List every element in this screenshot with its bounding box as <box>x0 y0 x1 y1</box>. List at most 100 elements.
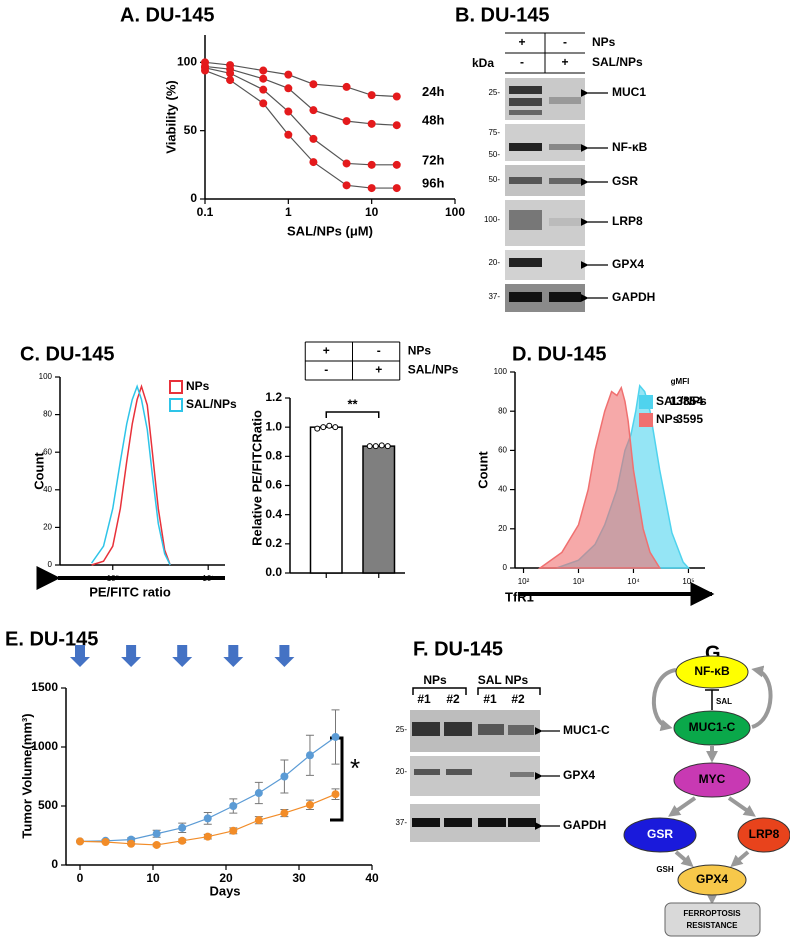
data-point <box>259 66 268 75</box>
data-point <box>284 84 293 93</box>
x-tick-label: 10¹ <box>202 574 214 583</box>
node-label: GPX4 <box>696 872 728 886</box>
legend-label: NPs <box>186 379 210 393</box>
x-axis-label: PE/FITC ratio <box>89 584 171 599</box>
node <box>673 762 751 798</box>
arrows <box>534 727 560 830</box>
data-point <box>226 76 235 85</box>
data-point <box>178 836 187 845</box>
significance: ** <box>347 396 358 411</box>
group-label: SAL NPs <box>478 673 529 687</box>
x-tick-label: 10³ <box>573 577 585 586</box>
y-axis-label: Viability (%) <box>163 80 178 153</box>
data-point <box>367 184 376 193</box>
edge <box>674 850 694 868</box>
data-point <box>152 840 161 849</box>
data-point <box>254 816 263 825</box>
y-axis-label: Count <box>31 452 46 490</box>
lane-label: #2 <box>446 692 460 706</box>
y-tick-label: 0 <box>190 191 197 205</box>
data-point <box>203 814 212 823</box>
x-tick-label: 30 <box>292 871 306 885</box>
table-cell: - <box>324 363 328 377</box>
legend-label: SAL/NPs <box>656 394 707 408</box>
blot-f: F. DU-145 NPs SAL NPs #1 #2 #1 #2 25- 20… <box>395 638 610 842</box>
lane-header: SAL/NPs <box>592 55 643 69</box>
node <box>737 817 790 853</box>
series-line <box>79 736 336 842</box>
x-axis-label: SAL/NPs (μM) <box>287 223 373 238</box>
y-tick-label: 100 <box>39 372 53 381</box>
series-label: 72h <box>422 152 444 167</box>
y-tick-label: 0.0 <box>265 565 282 579</box>
dose-arrow <box>121 645 142 667</box>
dose-arrow <box>70 645 90 667</box>
data-point <box>331 732 340 741</box>
data-point <box>305 800 314 809</box>
data-point <box>259 74 268 83</box>
data-point <box>305 751 314 760</box>
significance-bracket <box>325 411 380 418</box>
y-tick-label: 0.8 <box>265 449 282 463</box>
kda-marker: 37- <box>395 818 407 827</box>
node-label: MYC <box>699 772 726 786</box>
kda-marker: 25- <box>395 725 407 734</box>
node-label: LRP8 <box>749 827 780 841</box>
data-point <box>152 829 161 838</box>
edge <box>727 796 756 817</box>
blot-b: B. DU-145 + - NPs - + SAL/NPs kDa 25- 75… <box>455 4 655 312</box>
node-label: GSR <box>647 827 673 841</box>
annotation: SAL <box>716 697 732 706</box>
node <box>677 864 747 896</box>
kda-marker: 37- <box>488 292 500 301</box>
data-point <box>342 82 351 91</box>
data-point <box>378 442 385 449</box>
protein-label: GAPDH <box>563 818 606 832</box>
data-point <box>226 69 235 78</box>
x-tick-label: 10⁵ <box>682 577 694 586</box>
kda-marker: 100- <box>484 215 500 224</box>
x-tick-label: 0 <box>77 871 84 885</box>
node <box>623 817 697 853</box>
kda-marker: 50- <box>488 175 500 184</box>
data-point <box>392 92 401 101</box>
y-tick-label: 100 <box>494 367 508 376</box>
lane-sign: - <box>520 55 524 69</box>
data-point <box>309 158 318 167</box>
protein-label: LRP8 <box>612 214 643 228</box>
node-label: MUC1-C <box>689 720 736 734</box>
panel-title: B. DU-145 <box>455 4 549 26</box>
protein-label: GPX4 <box>563 768 595 782</box>
data-point <box>178 823 187 832</box>
data-point <box>384 443 391 450</box>
protein-label: NF-κB <box>612 140 648 154</box>
data-point <box>203 832 212 841</box>
lane-header: NPs <box>592 35 616 49</box>
y-axis-label: Tumor Volume(mm³) <box>19 713 34 838</box>
series-line <box>204 69 397 189</box>
node-label: NF-κB <box>694 664 730 678</box>
series-line <box>204 67 397 166</box>
y-tick-label: 0 <box>51 857 58 871</box>
kda-marker: 25- <box>488 88 500 97</box>
lane-label: #1 <box>417 692 431 706</box>
y-tick-label: 40 <box>498 485 507 494</box>
edge <box>668 796 697 817</box>
x-tick-label: 1 <box>285 205 292 219</box>
legend-swatch <box>169 380 183 394</box>
node <box>675 655 749 689</box>
legend-value: 13854 <box>670 394 704 408</box>
x-tick-label: 0.1 <box>197 205 214 219</box>
y-tick-label: 1000 <box>31 739 58 753</box>
x-tick-label: 10 <box>146 871 160 885</box>
legend-label: SAL/NPs <box>186 397 237 411</box>
outcome-box <box>664 902 761 937</box>
dose-arrow <box>223 645 244 667</box>
data-point <box>201 66 209 75</box>
unit: kDa <box>472 56 494 70</box>
data-point <box>392 121 401 130</box>
x-axis-label: TfR1 <box>505 589 534 604</box>
lane-label: #1 <box>483 692 497 706</box>
dose-arrow <box>172 645 193 667</box>
data-point <box>331 790 340 799</box>
